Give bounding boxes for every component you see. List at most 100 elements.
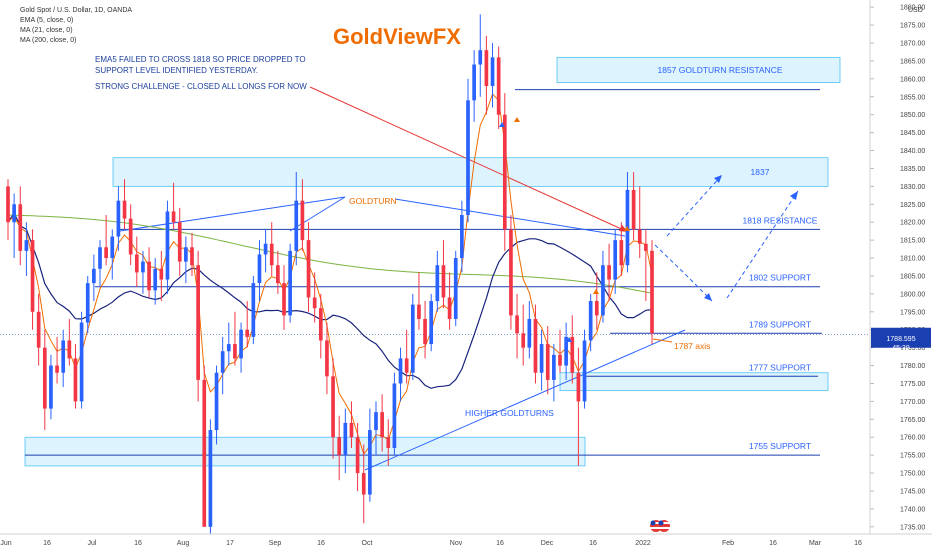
candle-body: [484, 50, 489, 87]
candle-body: [386, 437, 391, 448]
candle-body: [552, 354, 556, 380]
price-tick-label: 1825.00: [900, 202, 925, 209]
candle-body: [410, 304, 415, 373]
time-tick-label: Sep: [269, 540, 282, 547]
candle-body: [6, 186, 10, 223]
higher-goldturns-line: [364, 329, 686, 471]
candle-body: [196, 265, 200, 380]
brand-title: GoldViewFX: [333, 24, 461, 49]
time-tick-label: Mar: [809, 540, 822, 547]
candle-body: [392, 383, 397, 448]
candle-body: [116, 200, 121, 237]
price-tick-label: 1850.00: [900, 112, 925, 119]
zone-label: 1837: [751, 167, 770, 177]
candle-body: [521, 333, 526, 348]
price-axis[interactable]: USD 1880.001875.001870.001865.001860.001…: [869, 0, 932, 534]
time-tick-label: 2022: [635, 540, 651, 547]
price-tick-label: 1830.00: [900, 184, 925, 191]
candle-body: [61, 340, 66, 373]
projection-up-2: [726, 190, 799, 299]
markers-layer: [499, 117, 630, 342]
candle-body: [190, 247, 194, 266]
price-tick-label: 1815.00: [900, 238, 925, 245]
candle-body: [12, 204, 16, 223]
price-tick-label: 1845.00: [900, 130, 925, 137]
candle-body: [30, 240, 35, 312]
candle-body: [288, 250, 292, 316]
candle-body: [349, 422, 354, 438]
price-tick-label: 1740.00: [900, 506, 925, 513]
candle-body: [515, 315, 519, 334]
candle-body: [36, 311, 41, 348]
candle-body: [239, 329, 243, 359]
level-label: 1755 SUPPORT: [749, 441, 811, 451]
time-tick-label: Aug: [177, 540, 190, 547]
price-tick-label: 1800.00: [900, 291, 925, 298]
marker-up-1: [499, 122, 505, 127]
indicator-ma21: MA (21, close, 0): [20, 27, 73, 34]
time-tick-label: Jun: [0, 540, 11, 547]
price-tick-label: 1840.00: [900, 148, 925, 155]
candle-body: [104, 247, 108, 259]
us-flag-icon: [658, 520, 670, 532]
candle-body: [423, 318, 427, 345]
ema5-line: [7, 92, 653, 456]
price-tick-label: 1755.00: [900, 453, 925, 460]
price-tick-label: 1805.00: [900, 273, 925, 280]
candle-body: [92, 268, 96, 284]
price-tick-label: 1795.00: [900, 309, 925, 316]
zone-box: [112, 157, 829, 187]
candle-body: [79, 322, 84, 402]
projection-down: [654, 244, 713, 302]
time-tick-label: 16: [134, 540, 142, 547]
price-tick-label: 1760.00: [900, 435, 925, 442]
candle-body: [331, 376, 335, 438]
candle-body: [226, 344, 231, 352]
level-label: 1777 SUPPORT: [749, 362, 811, 372]
price-ticks: 1880.00 1875.00 1870.00 1865.00 1860.00 1855.…: [870, 5, 925, 531]
note-line-2: SUPPORT LEVEL IDENTIFIED YESTERDAY.: [95, 66, 258, 75]
candle-body: [558, 354, 562, 366]
candle-body: [441, 265, 446, 298]
candle-body: [582, 340, 587, 402]
time-tick-label: Feb: [722, 540, 734, 547]
candle-body: [631, 189, 636, 230]
candle-body: [300, 200, 305, 241]
candle-body: [269, 243, 274, 266]
candle-countdown: 45:39: [892, 345, 910, 352]
moving-averages-layer: [7, 92, 653, 456]
candle-body: [613, 240, 618, 280]
candle-body: [355, 437, 360, 474]
candle-body: [282, 283, 286, 316]
price-tick-label: 1780.00: [900, 363, 925, 370]
goldturn-line-mid: [289, 196, 346, 232]
time-ticks: Jun 16 Jul 16 Aug 17 Sep 16 Oct Nov 16 Dec 16 2022 Feb…: [0, 540, 862, 547]
level-label: 1789 SUPPORT: [749, 319, 811, 329]
zone-labels-layer: 1857 GOLDTURN RESISTANCE 1837: [657, 65, 782, 177]
candle-body: [472, 64, 476, 101]
candle-body: [607, 265, 611, 280]
zone-label: 1857 GOLDTURN RESISTANCE: [657, 65, 782, 75]
candle-body: [460, 215, 464, 259]
higher-goldturns-label: HIGHER GOLDTURNS: [465, 408, 554, 418]
candle-body: [564, 336, 568, 366]
time-tick-label: Oct: [362, 540, 373, 547]
candle-body: [159, 268, 164, 280]
candle-body: [294, 200, 299, 251]
candle-body: [208, 430, 213, 527]
candle-body: [374, 412, 378, 431]
candle-body: [398, 358, 403, 384]
trendlines-layer: [119, 86, 799, 471]
time-tick-label: Dec: [541, 540, 554, 547]
zones-layer: [24, 56, 841, 467]
time-tick-label: 16: [854, 540, 862, 547]
candle-body: [122, 200, 127, 219]
time-axis[interactable]: Jun 16 Jul 16 Aug 17 Sep 16 Oct Nov 16 Dec 16 2022 Feb…: [0, 533, 932, 547]
price-tick-label: 1855.00: [900, 94, 925, 101]
levels-layer: 1818 RESISTANCE 1802 SUPPORT 1789 SUPPORT 1…: [0, 89, 870, 456]
ma21-line: [7, 212, 653, 389]
price-tick-label: 1750.00: [900, 471, 925, 478]
candle-body: [343, 422, 348, 456]
candle-body: [171, 211, 176, 223]
